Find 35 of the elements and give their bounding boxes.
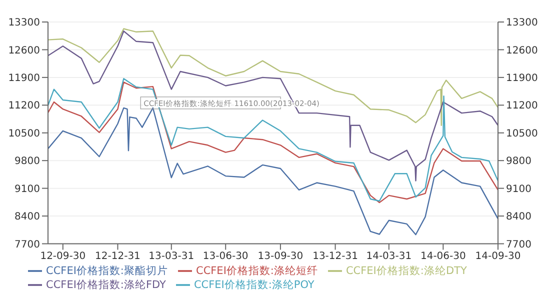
x-tick-label: 13-03-31: [148, 250, 194, 262]
y-tick-label: 10500: [8, 128, 40, 140]
y-tick-label: 13300: [8, 18, 40, 29]
y-tick-label: 11900: [8, 72, 40, 84]
x-tick-label: 13-09-30: [258, 250, 304, 262]
legend-label: CCFEI价格指数:涤纶短纤: [196, 264, 318, 277]
y2-tick-label: 10500: [506, 128, 538, 140]
y2-tick-label: 7700: [506, 239, 532, 250]
x-tick-label: 14-03-31: [366, 250, 412, 262]
y2-tick-label: 8400: [506, 212, 532, 223]
y-tick-label: 9800: [14, 156, 40, 168]
x-tick-label: 12-12-31: [95, 250, 140, 262]
x-tick-label: 13-06-30: [202, 250, 248, 262]
line-series: [48, 28, 498, 126]
y2-tick-label: 12600: [506, 45, 538, 56]
x-tick-label: 13-12-31: [312, 250, 358, 262]
y-tick-label: 8400: [14, 212, 40, 223]
y2-tick-label: 9100: [506, 184, 532, 195]
y2-tick-label: 13300: [506, 18, 538, 29]
legend-label: CCFEI价格指数:涤纶DTY: [346, 264, 467, 277]
x-tick-label: 14-06-30: [420, 250, 466, 262]
x-tick-label: 14-09-30: [475, 250, 521, 262]
y2-tick-label: 11900: [506, 72, 538, 84]
y-tick-label: 7700: [14, 239, 40, 250]
legend-label: CCFEI价格指数:聚酯切片: [46, 264, 168, 277]
y-tick-label: 9100: [14, 184, 40, 195]
y2-tick-label: 9800: [506, 156, 532, 168]
x-tick-label: 12-09-30: [40, 250, 86, 262]
line-series: [48, 30, 498, 182]
y-tick-label: 11200: [8, 100, 40, 112]
legend-label: CCFEI价格指数:涤纶POY: [194, 278, 314, 291]
y-tick-label: 12600: [8, 45, 40, 56]
legend-label: CCFEI价格指数:涤纶FDY: [46, 278, 166, 291]
line-series: [48, 107, 498, 236]
y2-tick-label: 11200: [506, 100, 538, 112]
